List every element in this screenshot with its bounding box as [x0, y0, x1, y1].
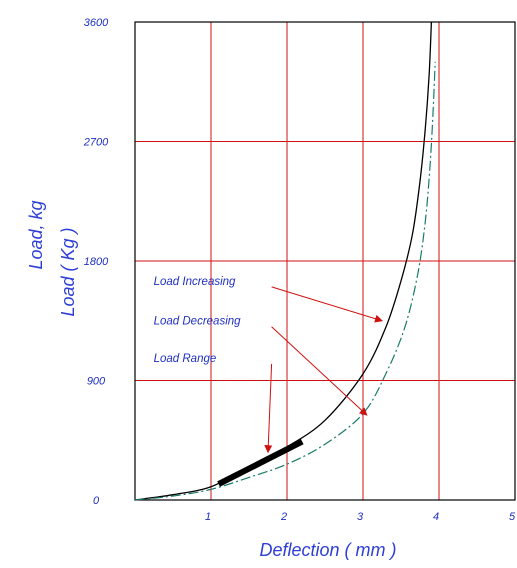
- y-tick-label-0: 0: [93, 495, 100, 507]
- load-increasing-arrow: [271, 286, 383, 323]
- load-decreasing-line: [134, 61, 436, 501]
- y-tick-label-1800: 1800: [84, 256, 109, 268]
- x-tick-label-1: 1: [205, 511, 211, 523]
- y-tick-label-2700: 2700: [83, 137, 109, 149]
- load-increasing-line: [134, 21, 433, 501]
- plot-frame: [134, 21, 516, 501]
- load-range-annotation: Load Range: [154, 353, 217, 365]
- y-tick-label-3600: 3600: [84, 17, 109, 29]
- grid-lines: [135, 22, 515, 500]
- x-axis-title: Deflection ( mm ): [259, 540, 396, 560]
- x-tick-label-2: 2: [280, 511, 287, 523]
- load-range-arrow: [264, 363, 273, 454]
- y-axis-title-outer: Load, kg: [26, 200, 46, 269]
- y-tick-label-900: 900: [87, 376, 106, 388]
- load-increasing-annotation: Load Increasing: [154, 276, 236, 288]
- load-decreasing-arrow: [271, 326, 368, 416]
- x-tick-label-5: 5: [509, 511, 516, 523]
- y-axis-title: Load ( Kg ): [58, 227, 78, 316]
- x-tick-label-4: 4: [433, 511, 439, 523]
- x-tick-label-3: 3: [357, 511, 364, 523]
- load-range-line: [217, 438, 304, 487]
- load-decreasing-annotation: Load Decreasing: [154, 316, 242, 328]
